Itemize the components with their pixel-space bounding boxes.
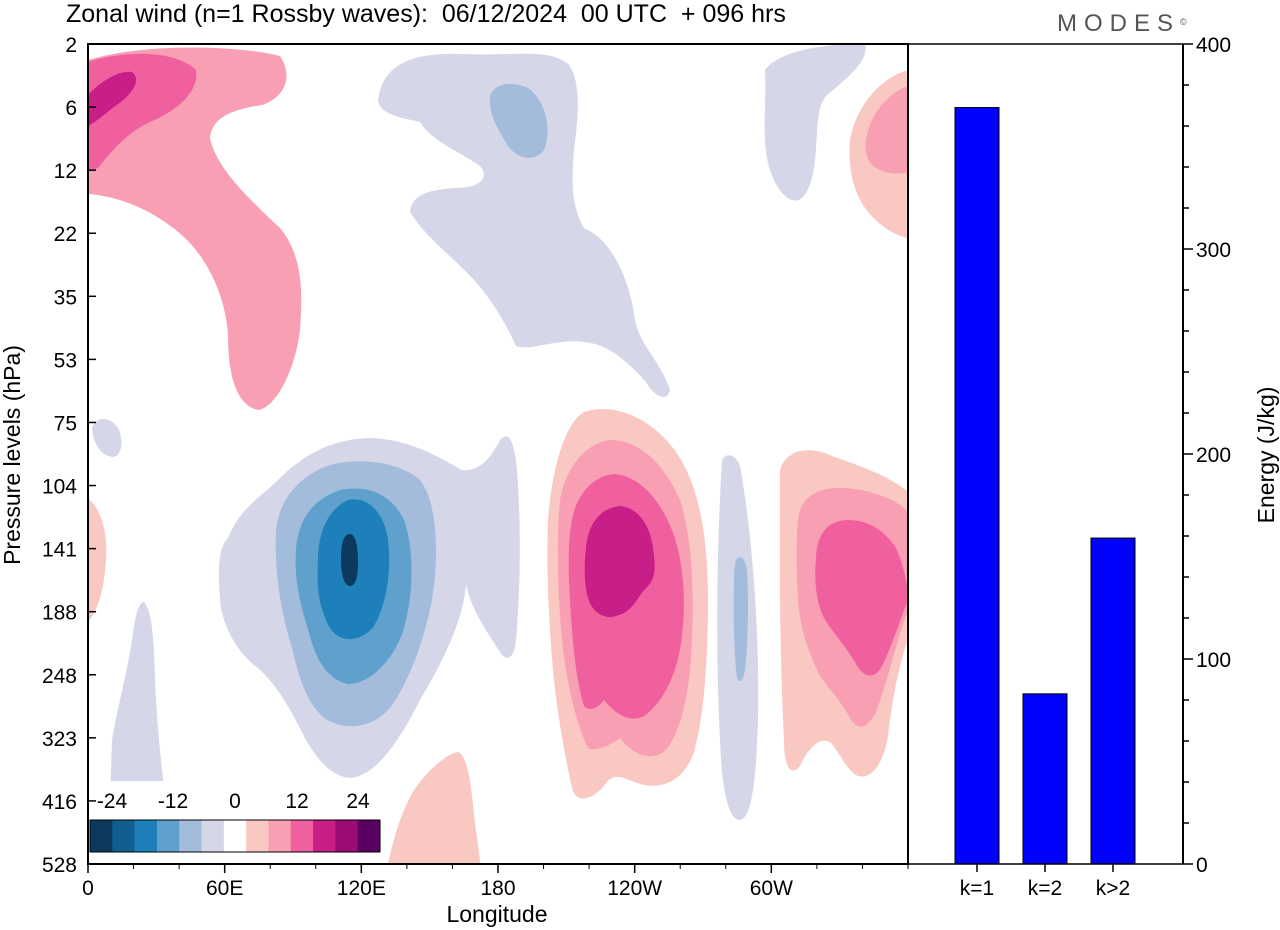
negative-contour (110, 602, 166, 800)
x-tick-label: 0 (82, 877, 94, 900)
y-tick-label: 35 (54, 286, 77, 309)
colorbar-label: 12 (285, 790, 308, 813)
y-tick-label: 323 (42, 728, 77, 751)
y-tick-label: 528 (42, 854, 77, 877)
brand-logo: MODES© (1057, 10, 1187, 38)
negative-contour (489, 83, 548, 158)
y-axis-title: Pressure levels (hPa) (0, 345, 25, 565)
positive-contour (865, 86, 908, 174)
bar-category-label: k=2 (1028, 877, 1062, 900)
x-tick-label: 60W (750, 877, 793, 900)
colorbar-swatch (112, 820, 136, 852)
bar-k=1 (954, 107, 1000, 865)
y-axis-energy: 0 100 200 300 400 (1183, 34, 1231, 877)
y-tick-label: 2 (65, 34, 77, 57)
colorbar-swatch (134, 820, 158, 852)
y-tick-label: 141 (42, 539, 77, 562)
x-axis-title: Longitude (446, 901, 547, 927)
positive-contour (815, 520, 908, 676)
y-tick-label: 248 (42, 665, 77, 688)
energy-tick-label: 100 (1196, 649, 1231, 672)
chart-title: Zonal wind (n=1 Rossby waves): 06/12/202… (66, 0, 786, 28)
brand-name: MODES (1057, 10, 1181, 37)
positive-contour (88, 71, 137, 126)
y-tick-label: 104 (42, 476, 77, 499)
bar-k=2 (1022, 693, 1068, 865)
x-tick-label: 120E (337, 877, 386, 900)
bar-category-label: k>2 (1096, 877, 1130, 900)
energy-tick-label: 400 (1196, 34, 1231, 57)
bar-x-axis: k=1 k=2 k>2 (960, 864, 1130, 900)
colorbar-swatch (268, 820, 292, 852)
x-tick-label: 180 (480, 877, 515, 900)
y-tick-label: 53 (54, 349, 77, 372)
x-tick-label: 60E (206, 877, 243, 900)
colorbar-swatch (313, 820, 336, 852)
colorbar-swatch (290, 820, 314, 852)
colorbar-outline (89, 819, 381, 853)
colorbar-label: -12 (158, 790, 188, 813)
energy-tick-label: 200 (1196, 444, 1231, 467)
y-tick-label: 75 (54, 412, 77, 435)
y-axis-pressure: 2 6 12 22 35 53 75 104 141 188 248 323 416 528 (42, 34, 96, 877)
negative-contour (92, 419, 122, 457)
y-tick-label: 416 (42, 791, 77, 814)
colorbar-label: 0 (229, 790, 241, 813)
bar-category-label: k=1 (960, 877, 994, 900)
y-tick-label: 22 (54, 223, 77, 246)
bar-k>2 (1090, 537, 1136, 865)
bar-chart (954, 107, 1136, 865)
colorbar-label: -24 (97, 790, 128, 813)
colorbar-swatch (156, 820, 180, 852)
energy-tick-label: 0 (1196, 854, 1208, 877)
negative-contour (733, 557, 749, 682)
negative-contour (378, 53, 670, 397)
positive-contour (388, 752, 480, 864)
y-tick-label: 6 (65, 97, 77, 120)
energy-axis-title: Energy (J/kg) (1253, 387, 1279, 524)
colorbar-swatch (357, 820, 381, 852)
y-tick-label: 188 (42, 602, 77, 625)
negative-contour (764, 44, 866, 201)
negative-contour (341, 534, 358, 586)
energy-tick-label: 300 (1196, 239, 1231, 262)
colorbar-swatch (246, 820, 269, 852)
colorbar-swatch (179, 820, 203, 852)
positive-contour (88, 498, 107, 622)
positive-contour (88, 47, 302, 411)
colorbar: -24 -12 0 12 24 (88, 781, 382, 859)
colorbar-swatch (335, 820, 359, 852)
colorbar-label: 24 (346, 790, 370, 813)
colorbar-swatch (90, 820, 113, 852)
x-axis-longitude: 0 60E 120E 180 120W 60W (82, 864, 909, 900)
heatmap-contours (88, 44, 908, 864)
x-tick-label: 120W (607, 877, 662, 900)
y-tick-label: 12 (54, 160, 77, 183)
brand-mark: © (1180, 17, 1187, 27)
positive-contour (584, 506, 655, 618)
colorbar-swatch (201, 820, 225, 852)
colorbar-swatch (223, 820, 247, 852)
